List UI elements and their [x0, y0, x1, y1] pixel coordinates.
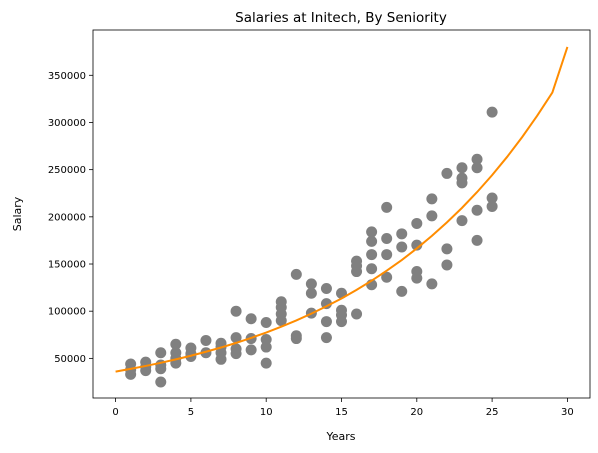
y-tick-label: 250000 [48, 165, 86, 176]
plot-area [115, 46, 569, 388]
data-point [351, 308, 363, 320]
fit-curve [115, 46, 569, 373]
data-point [260, 317, 272, 329]
data-point [351, 255, 363, 267]
y-tick-label: 50000 [54, 354, 86, 365]
data-point [125, 358, 137, 370]
data-point [260, 357, 272, 369]
x-tick-label: 20 [410, 407, 423, 418]
data-point [471, 162, 483, 174]
data-point [290, 330, 302, 342]
x-axis: 0 5 10 15 20 25 30 [112, 398, 574, 418]
data-point [381, 271, 393, 283]
data-point [200, 334, 212, 346]
data-point [381, 233, 393, 245]
data-point [290, 268, 302, 280]
data-point [396, 228, 408, 240]
x-tick-label: 25 [486, 407, 499, 418]
data-point [411, 239, 423, 251]
data-point [411, 217, 423, 229]
data-point [366, 263, 378, 275]
data-point [230, 343, 242, 355]
x-tick-label: 5 [188, 407, 194, 418]
data-point [471, 153, 483, 165]
data-point [320, 332, 332, 344]
data-point [155, 376, 167, 388]
data-point [366, 249, 378, 261]
data-point [426, 210, 438, 222]
data-point [441, 259, 453, 271]
data-point [441, 243, 453, 255]
data-point [155, 347, 167, 359]
data-point [471, 234, 483, 246]
data-point [366, 235, 378, 247]
x-tick-label: 30 [561, 407, 574, 418]
data-point [426, 193, 438, 205]
data-point [396, 285, 408, 297]
x-axis-label: Years [325, 430, 355, 443]
data-point [456, 215, 468, 227]
data-point [320, 283, 332, 295]
data-point [486, 192, 498, 204]
data-point [320, 316, 332, 328]
data-point [260, 334, 272, 345]
data-point [456, 162, 468, 174]
x-tick-label: 15 [335, 407, 348, 418]
data-point [275, 296, 287, 308]
data-point [170, 347, 182, 359]
data-point [486, 106, 498, 118]
chart-title: Salaries at Initech, By Seniority [235, 10, 447, 26]
y-axis: 50000 100000 150000 200000 250000 300000 35000… [48, 71, 93, 365]
data-point [456, 172, 468, 184]
y-tick-label: 150000 [48, 260, 86, 271]
data-point [411, 266, 423, 278]
data-point [230, 305, 242, 317]
data-point [245, 313, 257, 325]
data-point [426, 278, 438, 290]
y-tick-label: 100000 [48, 307, 86, 318]
y-tick-label: 350000 [48, 71, 86, 82]
data-point [396, 241, 408, 253]
data-point [320, 298, 332, 310]
x-tick-label: 0 [112, 407, 118, 418]
x-tick-label: 10 [260, 407, 273, 418]
data-point [230, 332, 242, 344]
y-axis-label: Salary [11, 196, 24, 231]
data-point [185, 342, 197, 354]
plot-frame [92, 29, 591, 399]
y-tick-label: 200000 [48, 212, 86, 223]
data-point [260, 341, 272, 353]
data-point [305, 278, 317, 290]
data-point [245, 344, 257, 356]
data-point [471, 204, 483, 216]
data-point [381, 249, 393, 261]
data-point [305, 287, 317, 299]
data-point [441, 167, 453, 179]
data-point [381, 201, 393, 213]
data-point [366, 226, 378, 238]
data-point [486, 200, 498, 212]
data-point [170, 338, 182, 350]
y-tick-label: 300000 [48, 118, 86, 129]
data-point [336, 304, 347, 316]
